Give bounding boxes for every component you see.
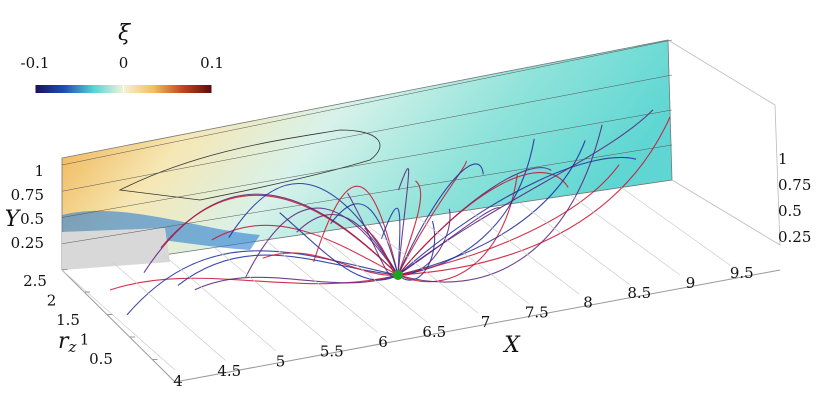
grid-line — [468, 209, 580, 295]
x-tick-label: 4.5 — [217, 362, 241, 380]
z-axis-label-main: r — [58, 329, 70, 354]
y-tick-label-right: 0.75 — [778, 176, 811, 194]
streamline — [397, 180, 422, 276]
streamline — [109, 274, 399, 291]
x-tick-label: 5.5 — [320, 343, 344, 361]
streamline — [397, 171, 569, 276]
streamlines — [109, 109, 671, 316]
grid-line — [570, 194, 681, 276]
y-tick-label: 0.5 — [20, 210, 44, 228]
streamline — [126, 250, 399, 316]
z-tick-label: 2.5 — [23, 272, 47, 290]
box-edge — [61, 269, 176, 383]
x-tick-label: 7 — [481, 313, 491, 331]
colorbar-tick-label: -0.1 — [21, 54, 50, 72]
streamline — [279, 212, 399, 281]
y-tick-label: 0.75 — [11, 186, 44, 204]
z-tick-label: 1.5 — [56, 311, 80, 329]
colorbar-tick-label: 0.1 — [200, 54, 224, 72]
grid-line — [366, 224, 479, 314]
colorbar-label: ξ — [118, 21, 132, 46]
y-tick-label: 0.25 — [11, 234, 44, 252]
grid-line — [316, 232, 428, 323]
streamline — [330, 203, 399, 276]
y-tick-label-right: 0.25 — [778, 228, 811, 246]
colorbar-tick-label: 0 — [119, 54, 129, 72]
streamline — [245, 207, 399, 278]
streamline — [397, 124, 603, 283]
streamline — [177, 254, 399, 286]
streamline — [228, 182, 399, 276]
y-tick-label-right: 0.5 — [778, 202, 802, 220]
x-tick-label: 9 — [686, 274, 696, 292]
z-tick-label: 1 — [80, 331, 90, 349]
x-tick-label: 9.5 — [730, 264, 754, 282]
x-tick-label: 6 — [378, 333, 388, 351]
streamline — [160, 194, 399, 276]
gray-region — [62, 228, 170, 270]
grid-line — [265, 239, 378, 333]
streamline — [397, 207, 501, 276]
box-edge — [174, 269, 781, 383]
streamline — [397, 156, 637, 276]
grid-line — [214, 247, 327, 342]
x-tick-label: 8 — [583, 294, 593, 312]
z-axis-label-sub: z — [68, 338, 77, 356]
x-tick-label: 6.5 — [422, 323, 446, 341]
grid-line — [112, 262, 226, 361]
grid-line — [163, 254, 277, 352]
streamline — [397, 164, 620, 276]
box-edge — [667, 39, 781, 246]
grid-line — [61, 269, 176, 371]
streamline — [194, 274, 399, 291]
grid-line — [621, 187, 731, 266]
grid-line — [519, 202, 630, 285]
grid-line — [61, 144, 673, 244]
grid-line — [61, 109, 673, 218]
streamline — [211, 224, 399, 276]
streamline — [397, 160, 467, 276]
z-tick-label: 0.5 — [89, 350, 113, 368]
streamline — [397, 163, 484, 276]
x-tick-label: 5 — [276, 352, 286, 370]
source-point — [393, 270, 403, 280]
grid-line — [61, 39, 673, 166]
x-tick-label: 4 — [173, 372, 183, 390]
y-tick-label: 1 — [34, 162, 44, 180]
z-axis-label: rz — [58, 329, 77, 356]
streamline — [313, 185, 399, 276]
contour — [118, 129, 381, 201]
streamline — [380, 207, 401, 276]
streamline — [397, 138, 535, 276]
streamline — [262, 252, 399, 276]
streamline — [397, 116, 671, 276]
x-tick-label: 7.5 — [525, 303, 549, 321]
scene — [61, 39, 781, 383]
streamline — [397, 109, 654, 276]
grid-line — [61, 74, 673, 192]
y-tick-label-right: 1 — [778, 150, 788, 168]
y-axis-label: Y — [5, 207, 22, 232]
z-tick-label: 2 — [47, 292, 57, 310]
x-axis-label: X — [502, 333, 521, 358]
x-tick-label: 8.5 — [627, 284, 651, 302]
grid-line — [417, 217, 529, 304]
streamline — [397, 168, 410, 276]
